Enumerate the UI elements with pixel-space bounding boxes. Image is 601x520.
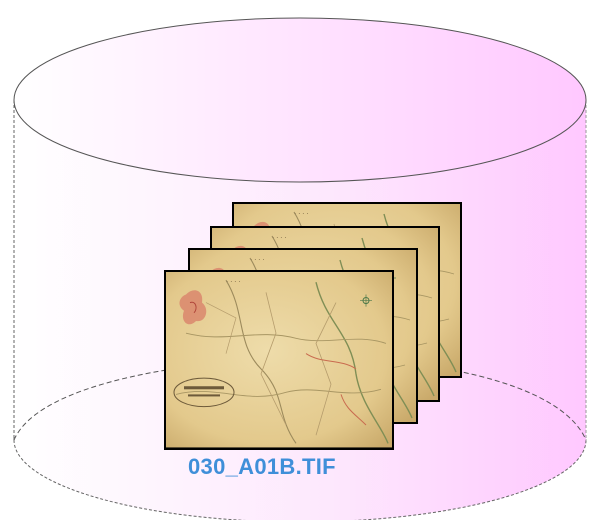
cylinder-top [13, 17, 587, 183]
map-sheet-1 [164, 270, 394, 450]
file-name-label: 030_A01B.TIF [188, 454, 336, 479]
